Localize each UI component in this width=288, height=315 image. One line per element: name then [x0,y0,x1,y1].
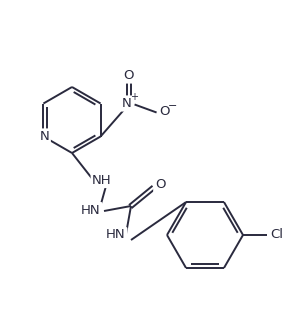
Text: N: N [39,130,49,143]
Text: O: O [155,179,165,192]
Text: HN: HN [106,228,126,242]
Text: NH: NH [92,174,112,186]
Text: O: O [159,105,170,118]
Text: NH: NH [92,174,112,186]
Text: Cl: Cl [270,228,283,242]
Text: HN: HN [81,203,101,216]
Text: O: O [155,179,165,192]
Text: Cl: Cl [270,228,283,242]
Text: HN: HN [81,203,101,216]
Text: +: + [130,93,138,102]
Text: HN: HN [106,228,126,242]
Text: O: O [123,69,134,82]
Text: N: N [39,130,49,143]
Text: O: O [123,69,134,82]
Text: N: N [122,97,131,110]
Text: −: − [168,100,177,111]
Text: O: O [159,105,170,118]
Text: N: N [122,97,131,110]
